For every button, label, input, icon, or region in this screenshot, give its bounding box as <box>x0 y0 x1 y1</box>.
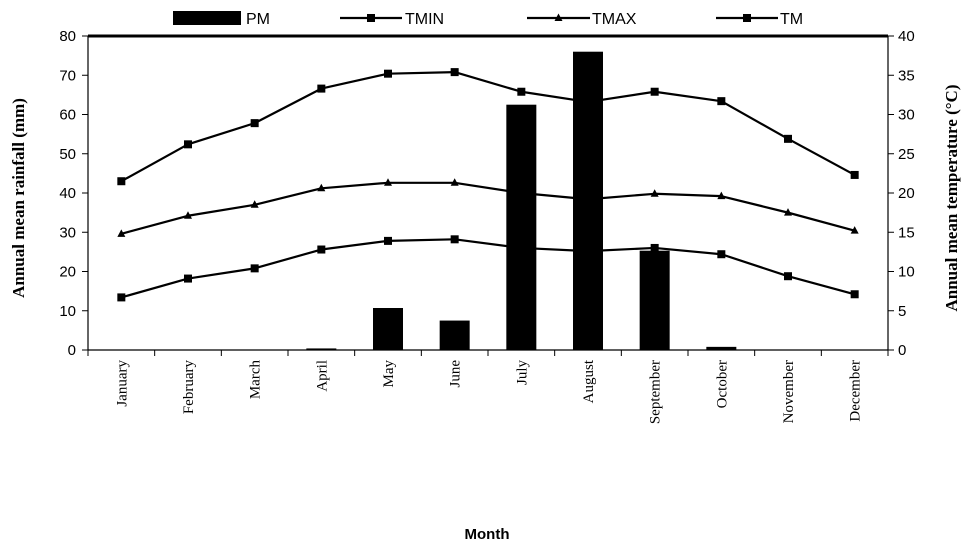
point-tmax <box>517 188 526 196</box>
point-tm <box>384 69 392 78</box>
point-tmax <box>850 226 859 234</box>
point-tmin <box>650 243 659 252</box>
axes-layer: 0 10 20 30 40 50 60 70 80 0 5 10 15 20 25 30 35 40 January… <box>59 28 914 424</box>
bar-pm <box>306 348 337 350</box>
x-category-label: November <box>781 360 797 423</box>
legend-swatch-pm <box>173 11 241 25</box>
left-tick-label: 0 <box>68 342 76 359</box>
x-category-label: December <box>848 360 864 422</box>
left-tick-label: 20 <box>59 264 76 281</box>
point-tm <box>184 140 192 149</box>
x-category-label: August <box>581 359 597 403</box>
right-tick-label: 30 <box>898 107 915 124</box>
series-line-tmax <box>121 181 855 235</box>
x-category-label: May <box>381 360 397 388</box>
left-axis-title: Annual mean rainfall (mm) <box>9 98 28 298</box>
x-category-label: February <box>181 360 197 415</box>
point-tmin <box>450 235 459 244</box>
right-tick-label: 0 <box>898 342 906 359</box>
point-tm <box>317 84 326 93</box>
x-category-label: July <box>514 360 530 386</box>
bar-pm <box>439 320 470 350</box>
bar-pm <box>706 346 737 350</box>
left-tick-label: 60 <box>59 107 76 124</box>
bar-pm <box>373 308 403 350</box>
point-tm <box>717 97 726 106</box>
point-tmax <box>650 189 659 197</box>
point-tmax <box>317 183 326 192</box>
point-tmin <box>250 264 259 273</box>
point-tm <box>584 97 592 106</box>
x-category-label: September <box>648 360 664 424</box>
lines-layer <box>117 68 859 302</box>
legend-marker-tm <box>743 14 751 22</box>
point-tmax <box>450 178 459 186</box>
point-tmin <box>117 293 126 302</box>
x-category-label: April <box>314 360 330 392</box>
x-category-label: October <box>714 360 730 408</box>
right-tick-label: 5 <box>898 303 906 320</box>
point-tmin <box>784 272 792 281</box>
left-tick-label: 10 <box>59 303 76 320</box>
right-tick-label: 15 <box>898 224 915 241</box>
legend-label-tmax: TMAX <box>592 11 637 28</box>
legend: PM TMIN TMAX TM <box>173 11 803 28</box>
point-tmin <box>184 274 192 283</box>
point-tm <box>250 119 259 128</box>
point-tmin <box>384 236 392 245</box>
bar-pm <box>639 250 670 350</box>
right-tick-label: 25 <box>898 146 915 163</box>
x-category-label: March <box>248 360 264 400</box>
left-tick-label: 70 <box>59 67 76 84</box>
x-category-label: January <box>114 360 130 407</box>
legend-marker-tmax <box>554 13 563 21</box>
point-tmin <box>317 245 326 254</box>
point-tm <box>850 170 859 179</box>
left-tick-label: 30 <box>59 224 76 241</box>
legend-label-tmin: TMIN <box>405 11 444 28</box>
left-tick-label: 40 <box>59 185 76 202</box>
bars-layer <box>306 51 737 350</box>
point-tm <box>784 134 792 143</box>
right-tick-label: 35 <box>898 67 915 84</box>
point-tmax <box>250 200 259 208</box>
right-axis-title: Annual mean temperature (°C) <box>942 85 961 312</box>
x-axis-title: Month <box>465 526 510 543</box>
legend-label-tm: TM <box>780 11 803 28</box>
point-tm <box>450 68 459 77</box>
point-tm <box>517 87 526 96</box>
bar-pm <box>506 104 537 350</box>
legend-marker-tmin <box>367 14 375 22</box>
point-tmin <box>850 290 859 299</box>
point-tm <box>650 87 659 96</box>
right-tick-label: 10 <box>898 264 915 281</box>
point-tmin <box>517 243 526 252</box>
x-category-label: June <box>448 360 464 388</box>
point-tmax <box>584 194 592 203</box>
series-line-tm <box>120 71 856 183</box>
point-tmax <box>384 178 392 186</box>
left-tick-label: 50 <box>59 146 76 163</box>
point-tmax <box>117 229 126 237</box>
legend-label-pm: PM <box>246 11 270 28</box>
point-tm <box>117 177 126 186</box>
point-tmax <box>784 208 792 216</box>
point-tmax <box>184 211 192 219</box>
point-tmin <box>717 250 726 259</box>
point-tmax <box>717 191 726 200</box>
point-tmin <box>584 247 592 256</box>
right-tick-label: 40 <box>898 28 915 45</box>
left-tick-label: 80 <box>59 28 76 45</box>
series-line-tmin <box>121 238 855 299</box>
right-tick-label: 20 <box>898 185 915 202</box>
